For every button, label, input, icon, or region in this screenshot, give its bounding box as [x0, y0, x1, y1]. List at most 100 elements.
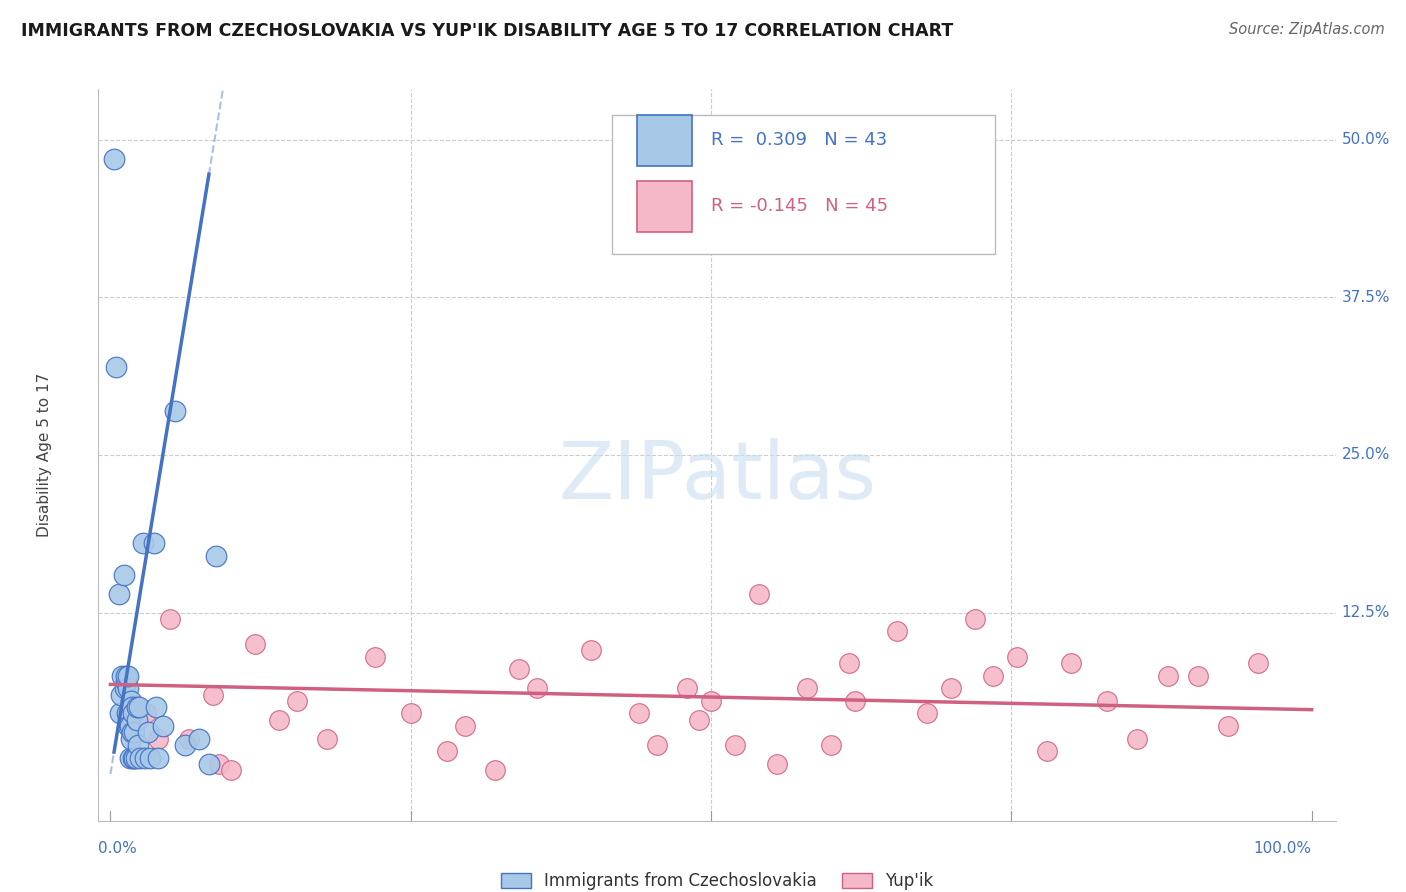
Text: 12.5%: 12.5% [1341, 605, 1391, 620]
Point [1060, 656, 1083, 670]
Point [198, 756, 221, 771]
Point [121, 725, 143, 739]
Point [110, 688, 132, 702]
Point [117, 681, 139, 696]
Point [121, 700, 143, 714]
Text: Disability Age 5 to 17: Disability Age 5 to 17 [37, 373, 52, 537]
Point [105, 359, 128, 374]
Point [796, 681, 818, 696]
Point [645, 738, 668, 752]
Point [120, 731, 142, 746]
Point [103, 152, 125, 166]
Point [748, 587, 770, 601]
FancyBboxPatch shape [637, 115, 692, 166]
Text: 50.0%: 50.0% [1341, 132, 1391, 147]
Legend: Immigrants from Czechoslovakia, Yup'ik: Immigrants from Czechoslovakia, Yup'ik [494, 865, 941, 892]
Point [108, 587, 131, 601]
Point [965, 612, 987, 626]
Point [1187, 668, 1209, 682]
Point [508, 662, 530, 676]
Text: R = -0.145   N = 45: R = -0.145 N = 45 [711, 197, 889, 215]
Point [838, 656, 860, 670]
Point [688, 713, 710, 727]
Point [117, 706, 139, 721]
Point [111, 668, 134, 682]
Point [142, 536, 165, 550]
Text: Source: ZipAtlas.com: Source: ZipAtlas.com [1229, 22, 1385, 37]
Point [205, 549, 228, 563]
Point [1036, 744, 1059, 758]
FancyBboxPatch shape [612, 115, 995, 253]
Point [941, 681, 963, 696]
Point [188, 731, 211, 746]
Point [118, 750, 141, 764]
Point [134, 750, 156, 764]
Point [145, 700, 167, 714]
Point [122, 750, 145, 764]
Point [676, 681, 699, 696]
Text: R =  0.309   N = 43: R = 0.309 N = 43 [711, 131, 887, 149]
Point [315, 731, 337, 746]
Point [1216, 719, 1239, 733]
Point [364, 649, 387, 664]
Point [112, 567, 135, 582]
Point [165, 404, 187, 418]
Point [122, 706, 145, 721]
Point [1126, 731, 1149, 746]
Point [285, 694, 308, 708]
Point [148, 731, 170, 746]
Point [983, 668, 1005, 682]
Point [820, 738, 842, 752]
Point [127, 738, 149, 752]
Point [159, 612, 181, 626]
Point [700, 694, 723, 708]
Point [124, 750, 146, 764]
Point [267, 713, 290, 727]
FancyBboxPatch shape [637, 180, 692, 232]
Text: 25.0%: 25.0% [1341, 448, 1391, 462]
Point [627, 706, 650, 721]
Point [454, 719, 477, 733]
Point [243, 637, 266, 651]
Point [117, 719, 139, 733]
Text: IMMIGRANTS FROM CZECHOSLOVAKIA VS YUP'IK DISABILITY AGE 5 TO 17 CORRELATION CHAR: IMMIGRANTS FROM CZECHOSLOVAKIA VS YUP'IK… [21, 22, 953, 40]
Point [174, 738, 197, 752]
Point [177, 731, 200, 746]
Point [132, 536, 155, 550]
Point [114, 681, 136, 696]
Text: 100.0%: 100.0% [1254, 841, 1312, 855]
Point [124, 725, 146, 739]
Point [436, 744, 458, 758]
Point [108, 706, 131, 721]
Point [135, 706, 157, 721]
Point [526, 681, 548, 696]
Point [1156, 668, 1178, 682]
Point [136, 725, 159, 739]
Point [118, 719, 141, 733]
Point [724, 738, 747, 752]
Point [579, 643, 602, 657]
Point [148, 750, 170, 764]
Text: 37.5%: 37.5% [1341, 290, 1391, 305]
Point [1097, 694, 1119, 708]
Point [219, 763, 242, 777]
Point [1007, 649, 1029, 664]
Point [1246, 656, 1268, 670]
Point [484, 763, 506, 777]
Point [917, 706, 939, 721]
Text: ZIPatlas: ZIPatlas [558, 438, 876, 516]
Point [125, 713, 148, 727]
Point [766, 756, 789, 771]
Point [886, 624, 908, 639]
Point [125, 700, 148, 714]
Point [115, 668, 138, 682]
Point [152, 719, 174, 733]
Point [139, 750, 162, 764]
Point [115, 674, 138, 689]
Point [124, 750, 146, 764]
Point [844, 694, 866, 708]
Point [129, 750, 152, 764]
Text: 0.0%: 0.0% [98, 841, 138, 855]
Point [120, 694, 142, 708]
Point [128, 700, 150, 714]
